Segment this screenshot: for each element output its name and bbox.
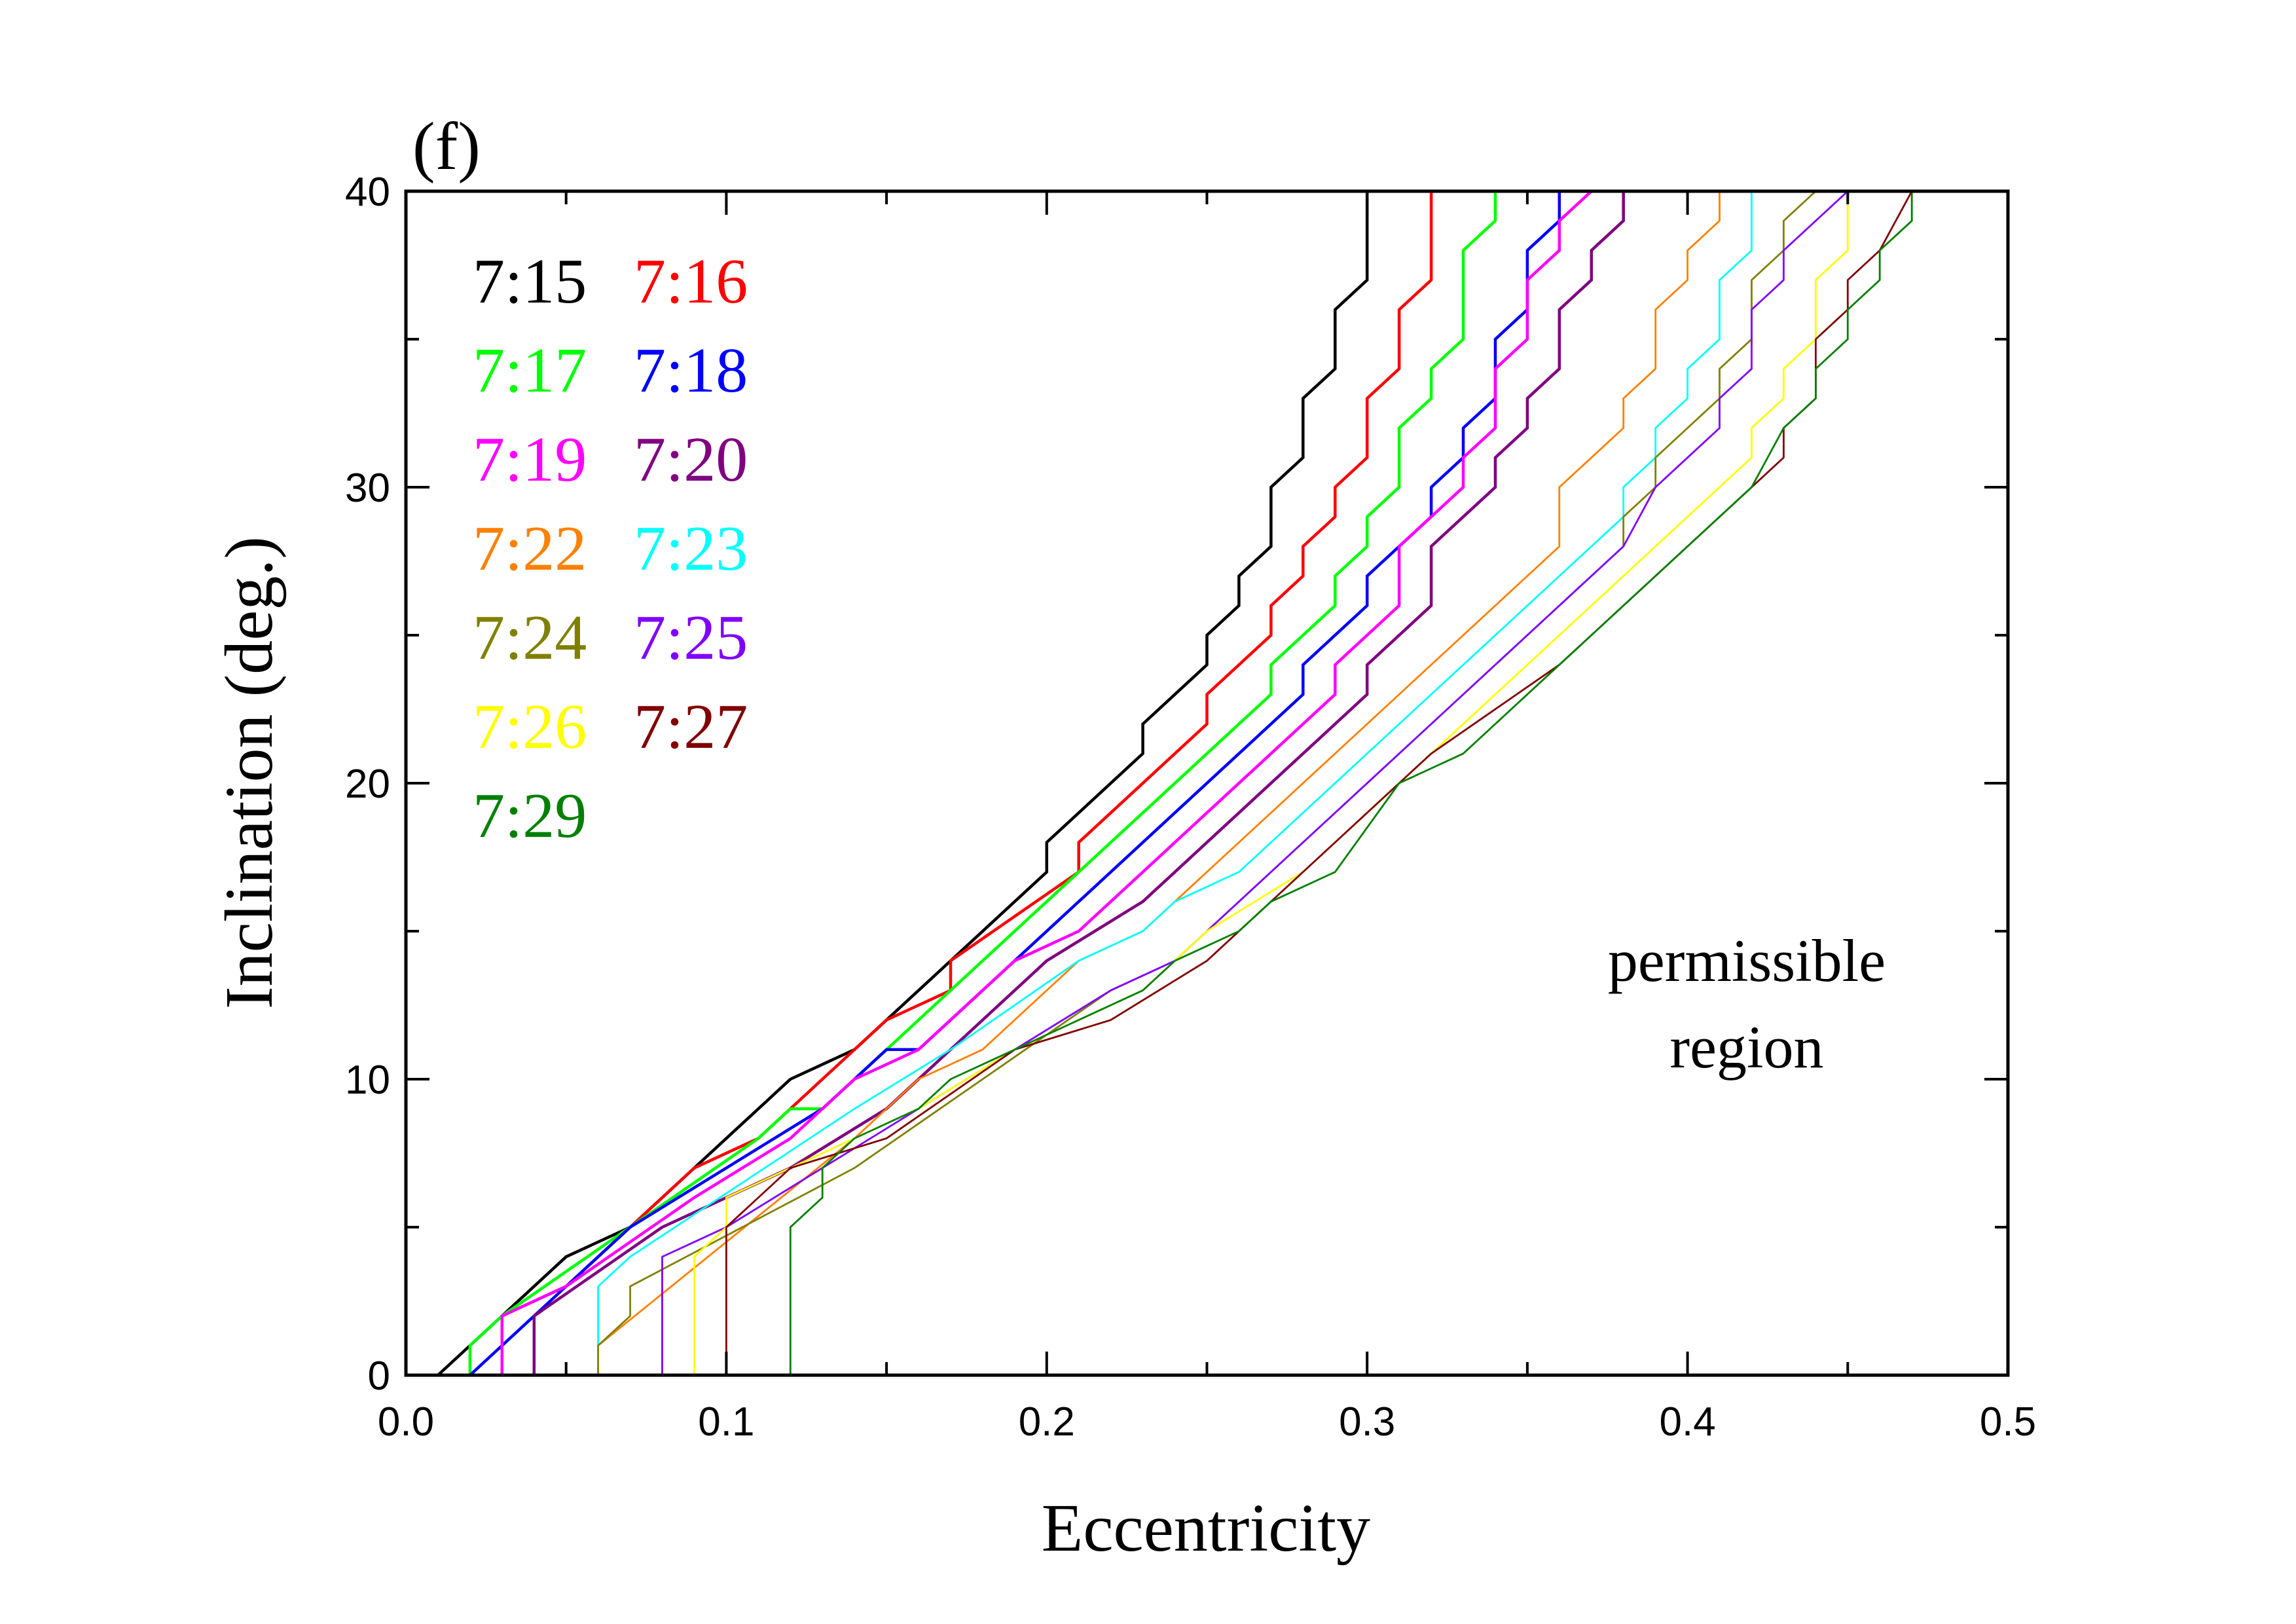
y-tick-label: 10 [345, 1058, 390, 1103]
x-tick-label: 0.4 [1659, 1399, 1715, 1445]
series-line-7-16 [501, 191, 1433, 1318]
legend-entry-7-17: 7:17 [473, 335, 587, 406]
x-tick-label: 0.1 [698, 1399, 754, 1445]
x-tick-label: 0.3 [1339, 1399, 1395, 1445]
series-line-7-15 [437, 191, 1369, 1376]
series-line-7-19 [500, 190, 1593, 1375]
series-line-7-22 [597, 191, 1721, 1346]
legend-entry-7-15: 7:15 [473, 246, 587, 317]
legend-entry-7-20: 7:20 [634, 424, 748, 495]
series-line-7-27 [725, 191, 1913, 1375]
legend-entry-7-24: 7:24 [473, 602, 587, 673]
series-line-7-25 [661, 190, 1849, 1375]
legend-entry-7-18: 7:18 [634, 335, 748, 406]
annotation-line-2: region [1669, 1014, 1823, 1080]
x-tick-label: 0.0 [378, 1399, 434, 1445]
legend-entry-7-19: 7:19 [473, 424, 587, 495]
series-line-7-17 [468, 191, 1497, 1375]
series-line-7-20 [532, 191, 1625, 1375]
axis-layer: 0.0 0.1 0.2 0.3 0.4 0.5 0 10 20 30 40 [345, 170, 2036, 1445]
y-tick-label: 20 [345, 762, 390, 807]
series-line-7-23 [597, 191, 1753, 1375]
series-line-7-29 [789, 191, 1913, 1375]
legend-entry-7-29: 7:29 [473, 781, 587, 851]
annotation-line-1: permissible [1608, 927, 1886, 994]
x-axis-label: Eccentricity [1042, 1490, 1370, 1566]
panel-label: (f) [412, 109, 481, 184]
y-tick-label: 0 [368, 1354, 390, 1399]
y-tick-label: 30 [345, 466, 390, 511]
legend-entry-7-16: 7:16 [634, 246, 748, 317]
x-tick-label: 0.2 [1019, 1399, 1075, 1445]
legend-entry-7-23: 7:23 [634, 513, 748, 584]
legend-entry-7-27: 7:27 [634, 692, 748, 762]
y-axis-label: Inclination (deg.) [211, 536, 287, 1009]
x-tick-label: 0.5 [1980, 1399, 2036, 1445]
legend-entry-7-22: 7:22 [473, 513, 587, 584]
y-tick-label: 40 [345, 170, 390, 215]
series-layer [437, 190, 1913, 1376]
legend-entry-7-25: 7:25 [634, 602, 748, 673]
legend: 7:15 7:16 7:17 7:18 7:19 7:20 7:22 7:23 7:24 7:25… [473, 246, 748, 851]
legend-entry-7-26: 7:26 [473, 692, 587, 762]
